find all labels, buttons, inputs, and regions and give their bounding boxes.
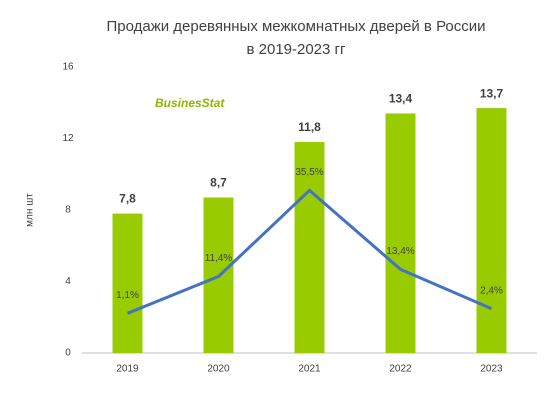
bar-value-label: 8,7 [210,176,227,190]
bar-value-label: 13,4 [389,92,413,106]
bar [112,213,143,353]
x-tick-label: 2023 [480,364,503,375]
line-value-label: 2,4% [480,285,503,296]
line-value-label: 1,1% [116,290,139,301]
bar-value-label: 7,8 [119,192,136,206]
y-tick-label: 8 [65,205,71,216]
y-tick-label: 4 [65,276,71,287]
bar [294,142,325,353]
line-value-label: 13,4% [386,246,414,257]
bar-value-label: 13,7 [480,86,504,100]
chart-title: в 2019-2023 гг [247,41,347,58]
y-tick-label: 0 [65,348,71,359]
y-tick-label: 12 [62,133,74,144]
y-axis-label: млн шт [25,193,36,227]
x-tick-label: 2020 [207,364,230,375]
bar-value-label: 11,8 [298,120,321,134]
x-tick-label: 2022 [389,364,412,375]
chart-title: Продажи деревянных межкомнатных дверей в… [106,18,485,35]
line [126,188,493,315]
line-value-label: 35,5% [295,167,323,178]
y-tick-label: 16 [62,62,74,73]
watermark: BusinesStat [155,96,225,110]
x-tick-label: 2021 [298,364,321,375]
x-tick-label: 2019 [116,364,139,375]
line-value-label: 11,4% [205,253,233,264]
bar [476,108,507,353]
bar [385,113,416,353]
